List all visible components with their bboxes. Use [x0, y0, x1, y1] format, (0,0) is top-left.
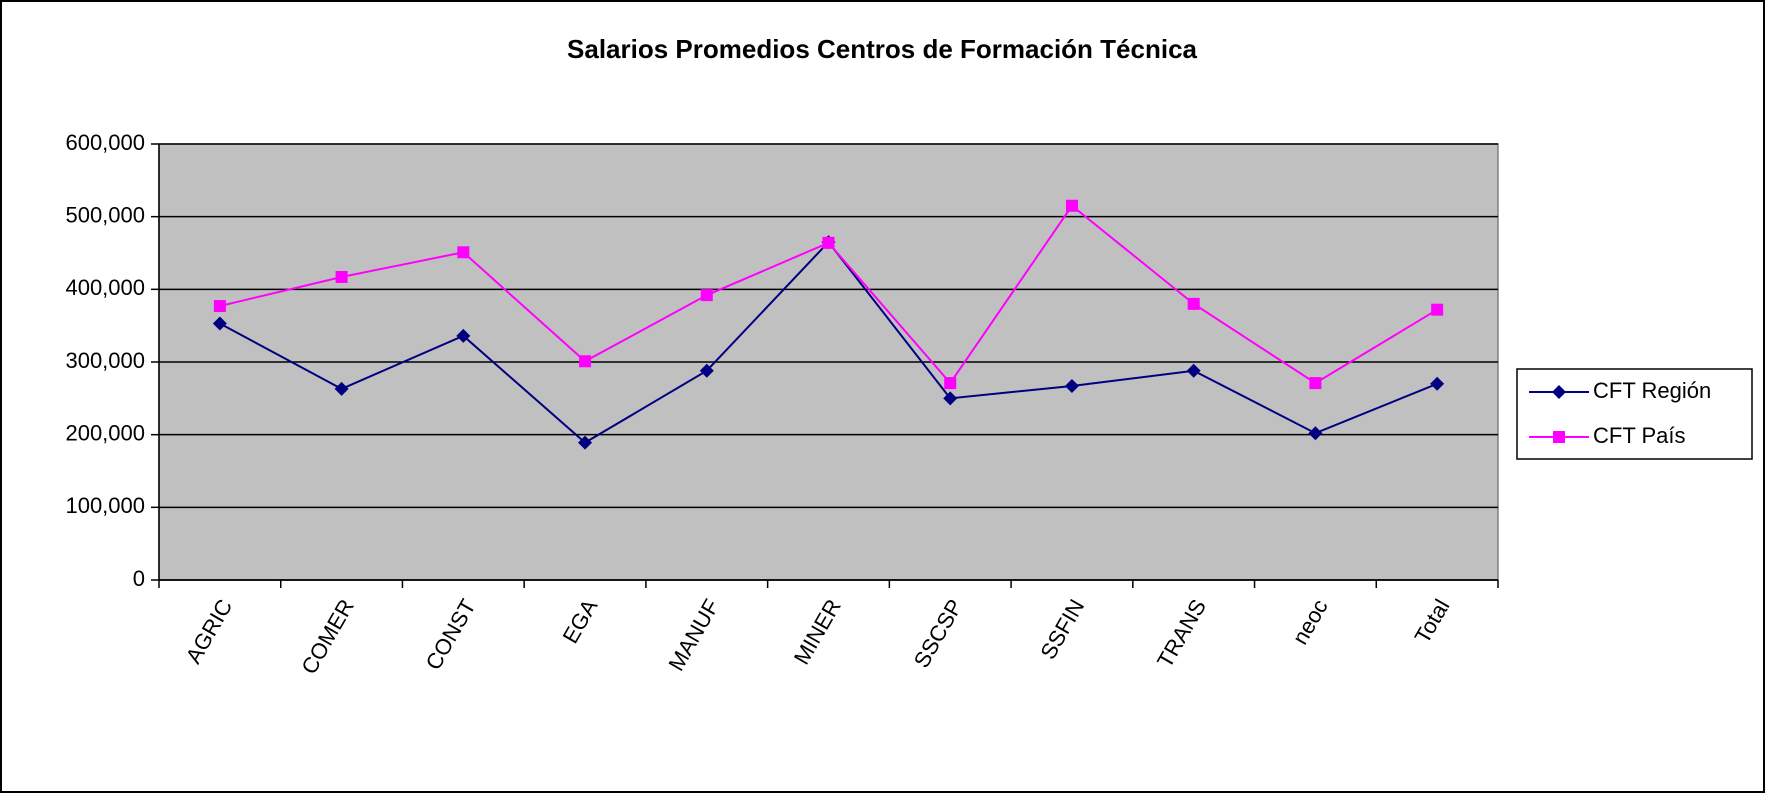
marker: [457, 246, 470, 259]
marker: [1187, 297, 1200, 310]
marker: [822, 236, 835, 249]
marker: [944, 377, 957, 390]
y-tick-label: 0: [133, 566, 145, 591]
marker: [1309, 377, 1322, 390]
legend-label: CFT Región: [1593, 378, 1711, 403]
marker: [1430, 376, 1445, 391]
marker: [700, 289, 713, 302]
marker: [1064, 378, 1079, 393]
legend-label: CFT País: [1593, 423, 1686, 448]
legend-marker: [1552, 385, 1566, 399]
marker: [1431, 303, 1444, 316]
y-tick-label: 500,000: [65, 202, 145, 227]
y-tick-label: 200,000: [65, 420, 145, 445]
marker: [943, 391, 958, 406]
marker: [1186, 363, 1201, 378]
legend-box: [1516, 368, 1753, 460]
chart-title: Salarios Promedios Centros de Formación …: [567, 34, 1198, 64]
marker: [578, 435, 593, 450]
marker: [1065, 199, 1078, 212]
marker: [334, 381, 349, 396]
legend-marker: [1553, 431, 1565, 443]
marker: [212, 316, 227, 331]
marker: [213, 300, 226, 313]
marker: [335, 270, 348, 283]
marker: [579, 355, 592, 368]
marker: [1308, 426, 1323, 441]
marker: [699, 363, 714, 378]
y-tick-label: 400,000: [65, 275, 145, 300]
y-tick-label: 600,000: [65, 130, 145, 155]
marker: [456, 328, 471, 343]
y-tick-label: 100,000: [65, 493, 145, 518]
y-tick-label: 300,000: [65, 348, 145, 373]
